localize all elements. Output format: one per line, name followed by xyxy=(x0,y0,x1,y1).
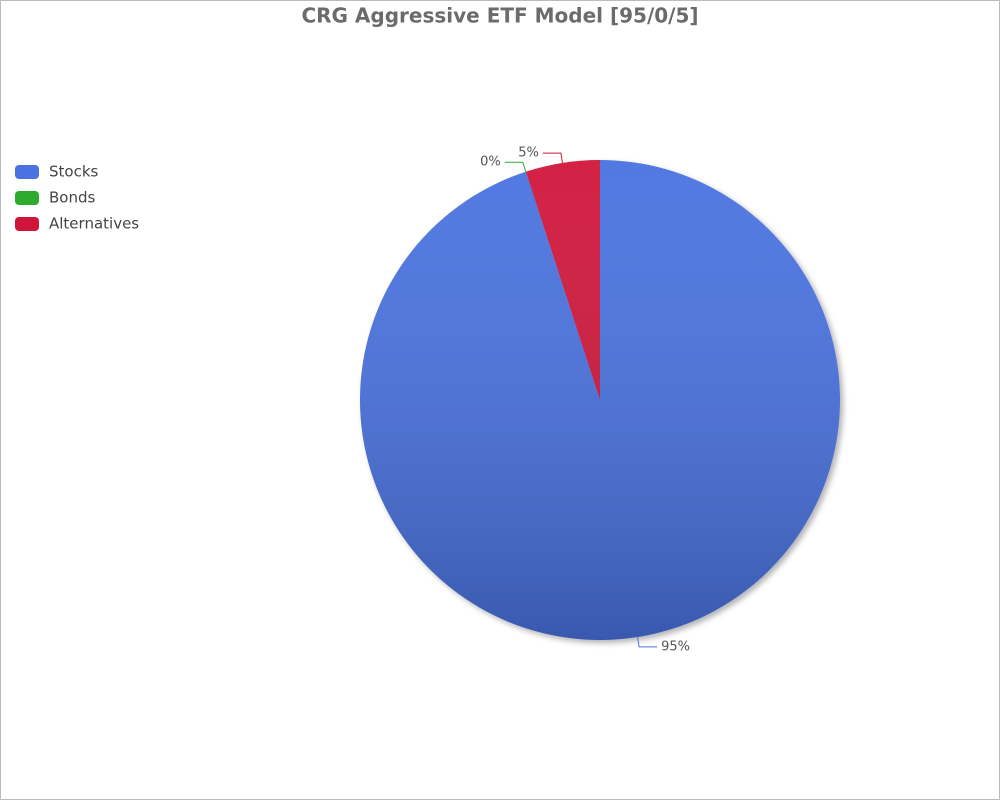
data-label: 5% xyxy=(518,146,539,161)
data-label: 0% xyxy=(480,155,501,170)
leader-line xyxy=(637,636,658,648)
legend-label: Stocks xyxy=(49,163,99,181)
data-label: 95% xyxy=(661,639,690,654)
legend-swatch xyxy=(15,191,39,205)
pie-slice xyxy=(360,160,841,641)
leader-line xyxy=(542,152,563,164)
legend-swatch xyxy=(15,165,39,179)
legend-label: Alternatives xyxy=(49,215,139,233)
pie xyxy=(360,160,841,641)
chart-title: CRG Aggressive ETF Model [95/0/5] xyxy=(301,4,698,28)
legend-label: Bonds xyxy=(49,189,95,207)
legend-swatch xyxy=(15,217,39,231)
leader-line xyxy=(504,161,527,172)
